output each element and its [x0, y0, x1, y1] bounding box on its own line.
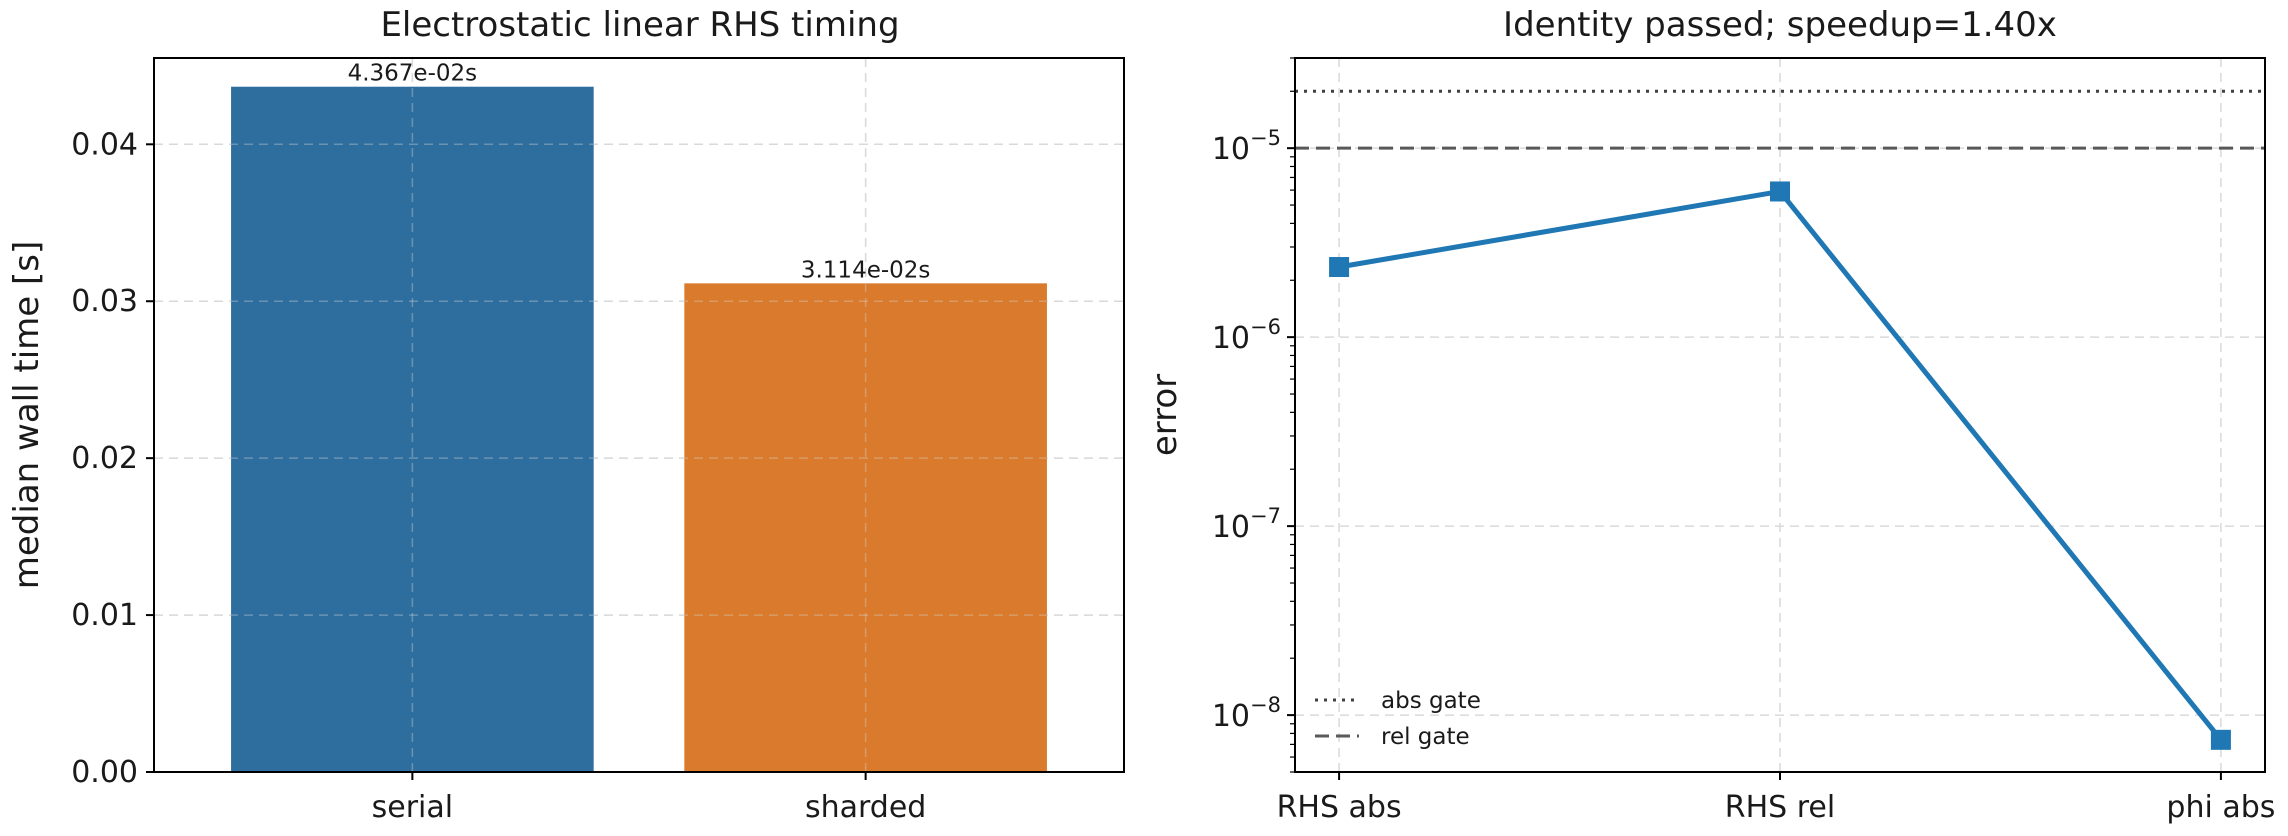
- error-chart-series: [1329, 181, 2231, 750]
- bar-sharded: [684, 283, 1047, 772]
- timing-chart-title: Electrostatic linear RHS timing: [380, 5, 899, 45]
- y-tick-label: 0.04: [71, 127, 138, 162]
- timing-chart-y-ticks: 0.00 0.01 0.02 0.03 0.04: [71, 127, 154, 790]
- error-chart-grid: [1295, 58, 2265, 772]
- error-chart-title: Identity passed; speedup=1.40x: [1503, 5, 2057, 45]
- y-tick-label: 10−8: [1212, 693, 1281, 734]
- bar-value-label: 4.367e-02s: [348, 61, 478, 87]
- legend-label: rel gate: [1381, 724, 1470, 750]
- error-chart-x-ticks: RHS abs RHS rel phi abs: [1277, 772, 2275, 825]
- error-chart-y-ticks: 10−8 10−7 10−6 10−5: [1212, 57, 1295, 773]
- x-tick-label: sharded: [805, 790, 926, 825]
- timing-chart-frame: [153, 57, 1125, 773]
- x-tick-label: serial: [372, 790, 453, 825]
- y-tick-label: 0.01: [71, 598, 138, 633]
- error-point-RHS-rel: [1770, 181, 1790, 202]
- y-tick-label: 10−5: [1212, 126, 1281, 167]
- error-chart-gate-lines: [1295, 89, 2265, 150]
- bar-value-label: 3.114e-02s: [801, 257, 931, 283]
- error-chart-y-axis-label: error: [1145, 374, 1185, 456]
- x-tick-label: RHS rel: [1725, 790, 1835, 825]
- timing-chart-bars: [154, 58, 1124, 773]
- timing-chart-x-ticks: serial sharded: [372, 772, 926, 825]
- error-point-RHS-abs: [1329, 257, 1350, 278]
- timing-bar-chart: Electrostatic linear RHS timing 4.367e-0…: [7, 5, 1125, 825]
- y-tick-label: 10−6: [1212, 315, 1281, 356]
- y-tick-label: 10−7: [1212, 504, 1281, 545]
- x-tick-label: phi abs: [2166, 790, 2275, 825]
- timing-chart-bar-labels: 4.367e-02s 3.114e-02s: [348, 61, 931, 284]
- x-tick-label: RHS abs: [1277, 790, 1402, 825]
- bar-serial: [231, 86, 594, 773]
- y-tick-label: 0.03: [71, 284, 138, 319]
- y-tick-label: 0.00: [71, 755, 138, 790]
- error-point-phi-abs: [2210, 729, 2231, 750]
- legend-label: abs gate: [1381, 688, 1481, 714]
- error-line-chart: Identity passed; speedup=1.40x 10−810−71…: [1145, 5, 2275, 825]
- y-tick-label: 0.02: [71, 441, 138, 476]
- timing-chart-y-axis-label: median wall time [s]: [7, 241, 47, 589]
- error-chart-legend: abs gate rel gate: [1315, 688, 1481, 750]
